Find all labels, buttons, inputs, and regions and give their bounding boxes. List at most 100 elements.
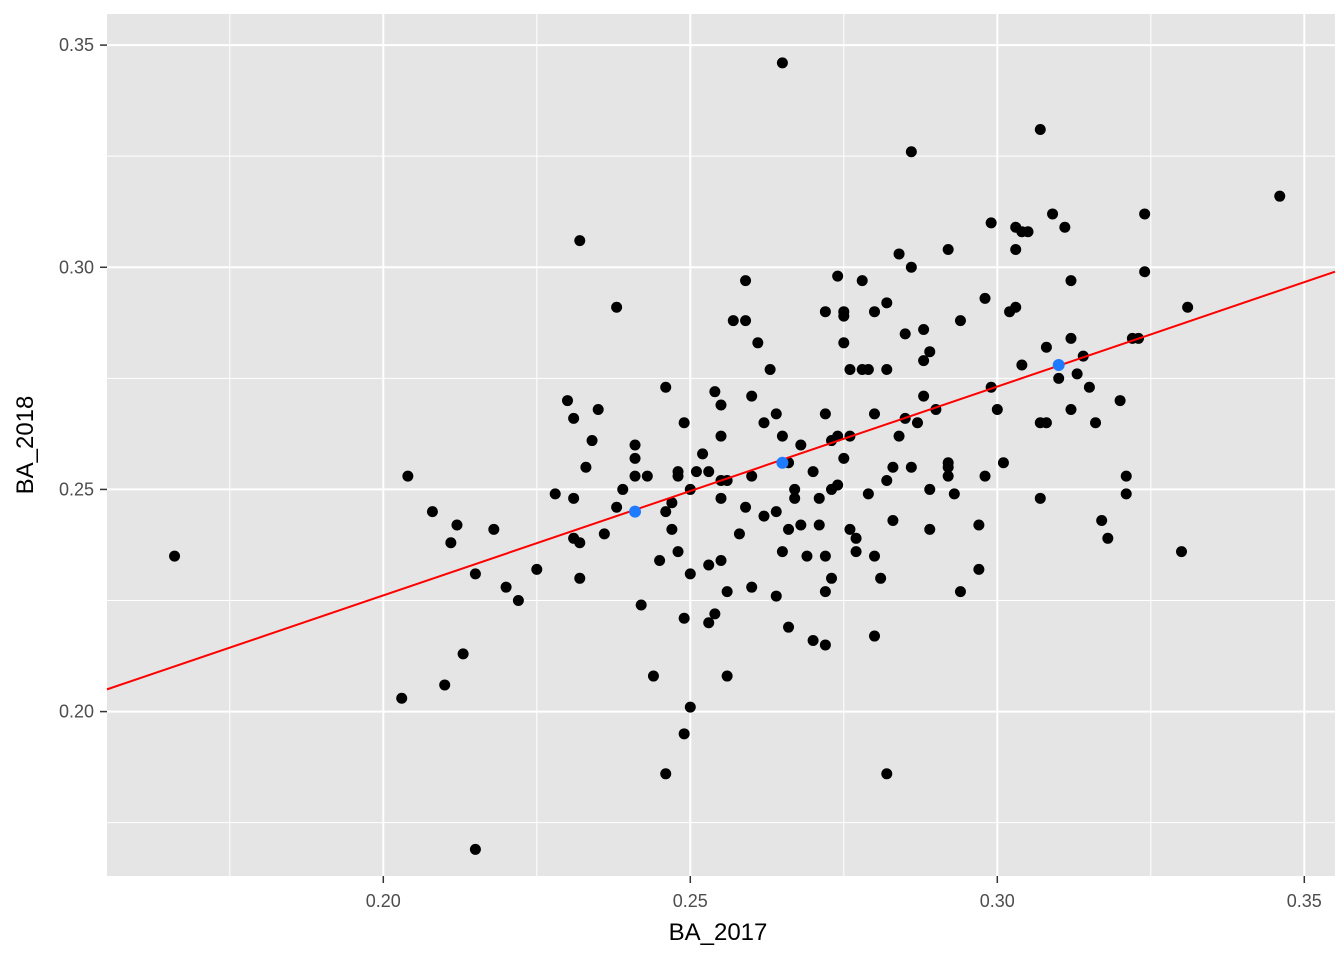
data-point [1071, 368, 1083, 380]
data-point [893, 248, 905, 260]
data-point [832, 479, 844, 491]
data-point [881, 363, 893, 375]
data-point [457, 648, 469, 660]
data-point [758, 417, 770, 429]
data-point [1065, 332, 1077, 344]
data-point [617, 483, 629, 495]
data-point [684, 701, 696, 713]
data-point [850, 532, 862, 544]
data-point [641, 470, 653, 482]
data-point [426, 506, 438, 518]
y-axis-title: BA_2018 [12, 396, 39, 495]
data-point [954, 315, 966, 327]
data-point [979, 292, 991, 304]
data-point [1096, 515, 1108, 527]
x-axis: 0.20 0.25 0.30 0.35 [366, 876, 1322, 911]
data-point [832, 430, 844, 442]
y-tick-label: 0.20 [59, 702, 94, 722]
data-point [862, 488, 874, 500]
data-point [592, 403, 604, 415]
data-point [918, 323, 930, 335]
data-point [647, 670, 659, 682]
data-point [684, 568, 696, 580]
data-point [918, 390, 930, 402]
data-point [1120, 470, 1132, 482]
data-point [1065, 403, 1077, 415]
data-point [813, 492, 825, 504]
data-point [672, 546, 684, 558]
data-point [697, 448, 709, 460]
data-point [819, 639, 831, 651]
data-point [752, 337, 764, 349]
data-point [789, 483, 801, 495]
data-point [715, 492, 727, 504]
data-point [979, 470, 991, 482]
data-point [445, 537, 457, 549]
x-tick-label: 0.25 [673, 891, 708, 911]
data-point [666, 497, 678, 509]
data-point [1010, 301, 1022, 313]
data-point [574, 235, 586, 247]
data-point [905, 261, 917, 273]
highlight-point [629, 505, 642, 518]
data-point [439, 679, 451, 691]
data-point [924, 346, 936, 358]
y-tick-label: 0.35 [59, 35, 94, 55]
data-point [838, 337, 850, 349]
data-point [1016, 359, 1028, 371]
data-point [703, 466, 715, 478]
data-point [795, 439, 807, 451]
data-point [740, 275, 752, 287]
data-point [169, 550, 181, 562]
data-point [512, 595, 524, 607]
data-point [850, 546, 862, 558]
data-point [709, 608, 721, 620]
data-point [660, 506, 672, 518]
data-point [819, 306, 831, 318]
data-point [887, 461, 899, 473]
data-point [629, 470, 641, 482]
data-point [881, 768, 893, 780]
data-point [776, 430, 788, 442]
data-point [856, 275, 868, 287]
data-point [402, 470, 414, 482]
data-point [807, 635, 819, 647]
data-point [672, 466, 684, 478]
data-point [783, 621, 795, 633]
data-point [997, 457, 1009, 469]
x-tick-label: 0.35 [1287, 891, 1322, 911]
plot-panel [107, 14, 1335, 876]
data-point [580, 461, 592, 473]
data-point [789, 492, 801, 504]
data-point [875, 572, 887, 584]
data-point [905, 146, 917, 158]
data-point [1182, 301, 1194, 313]
data-point [1176, 546, 1187, 558]
data-point [1120, 488, 1132, 500]
data-point [727, 315, 739, 327]
data-point [1083, 381, 1095, 393]
data-point [500, 581, 512, 593]
data-point [819, 408, 831, 420]
data-point [746, 390, 758, 402]
data-point [954, 586, 966, 598]
data-point [844, 363, 856, 375]
data-point [629, 439, 641, 451]
data-point [746, 581, 758, 593]
data-point [1114, 395, 1126, 407]
data-point [838, 452, 850, 464]
data-point [568, 412, 580, 424]
data-point [838, 310, 850, 322]
data-point [783, 523, 795, 535]
data-point [770, 506, 782, 518]
data-point [819, 586, 831, 598]
data-point [1034, 492, 1046, 504]
data-point [574, 572, 586, 584]
data-point [1010, 243, 1022, 255]
data-point [758, 510, 770, 522]
data-point [1274, 190, 1286, 202]
highlight-point [776, 456, 789, 469]
data-point [770, 408, 782, 420]
data-point [598, 528, 610, 540]
